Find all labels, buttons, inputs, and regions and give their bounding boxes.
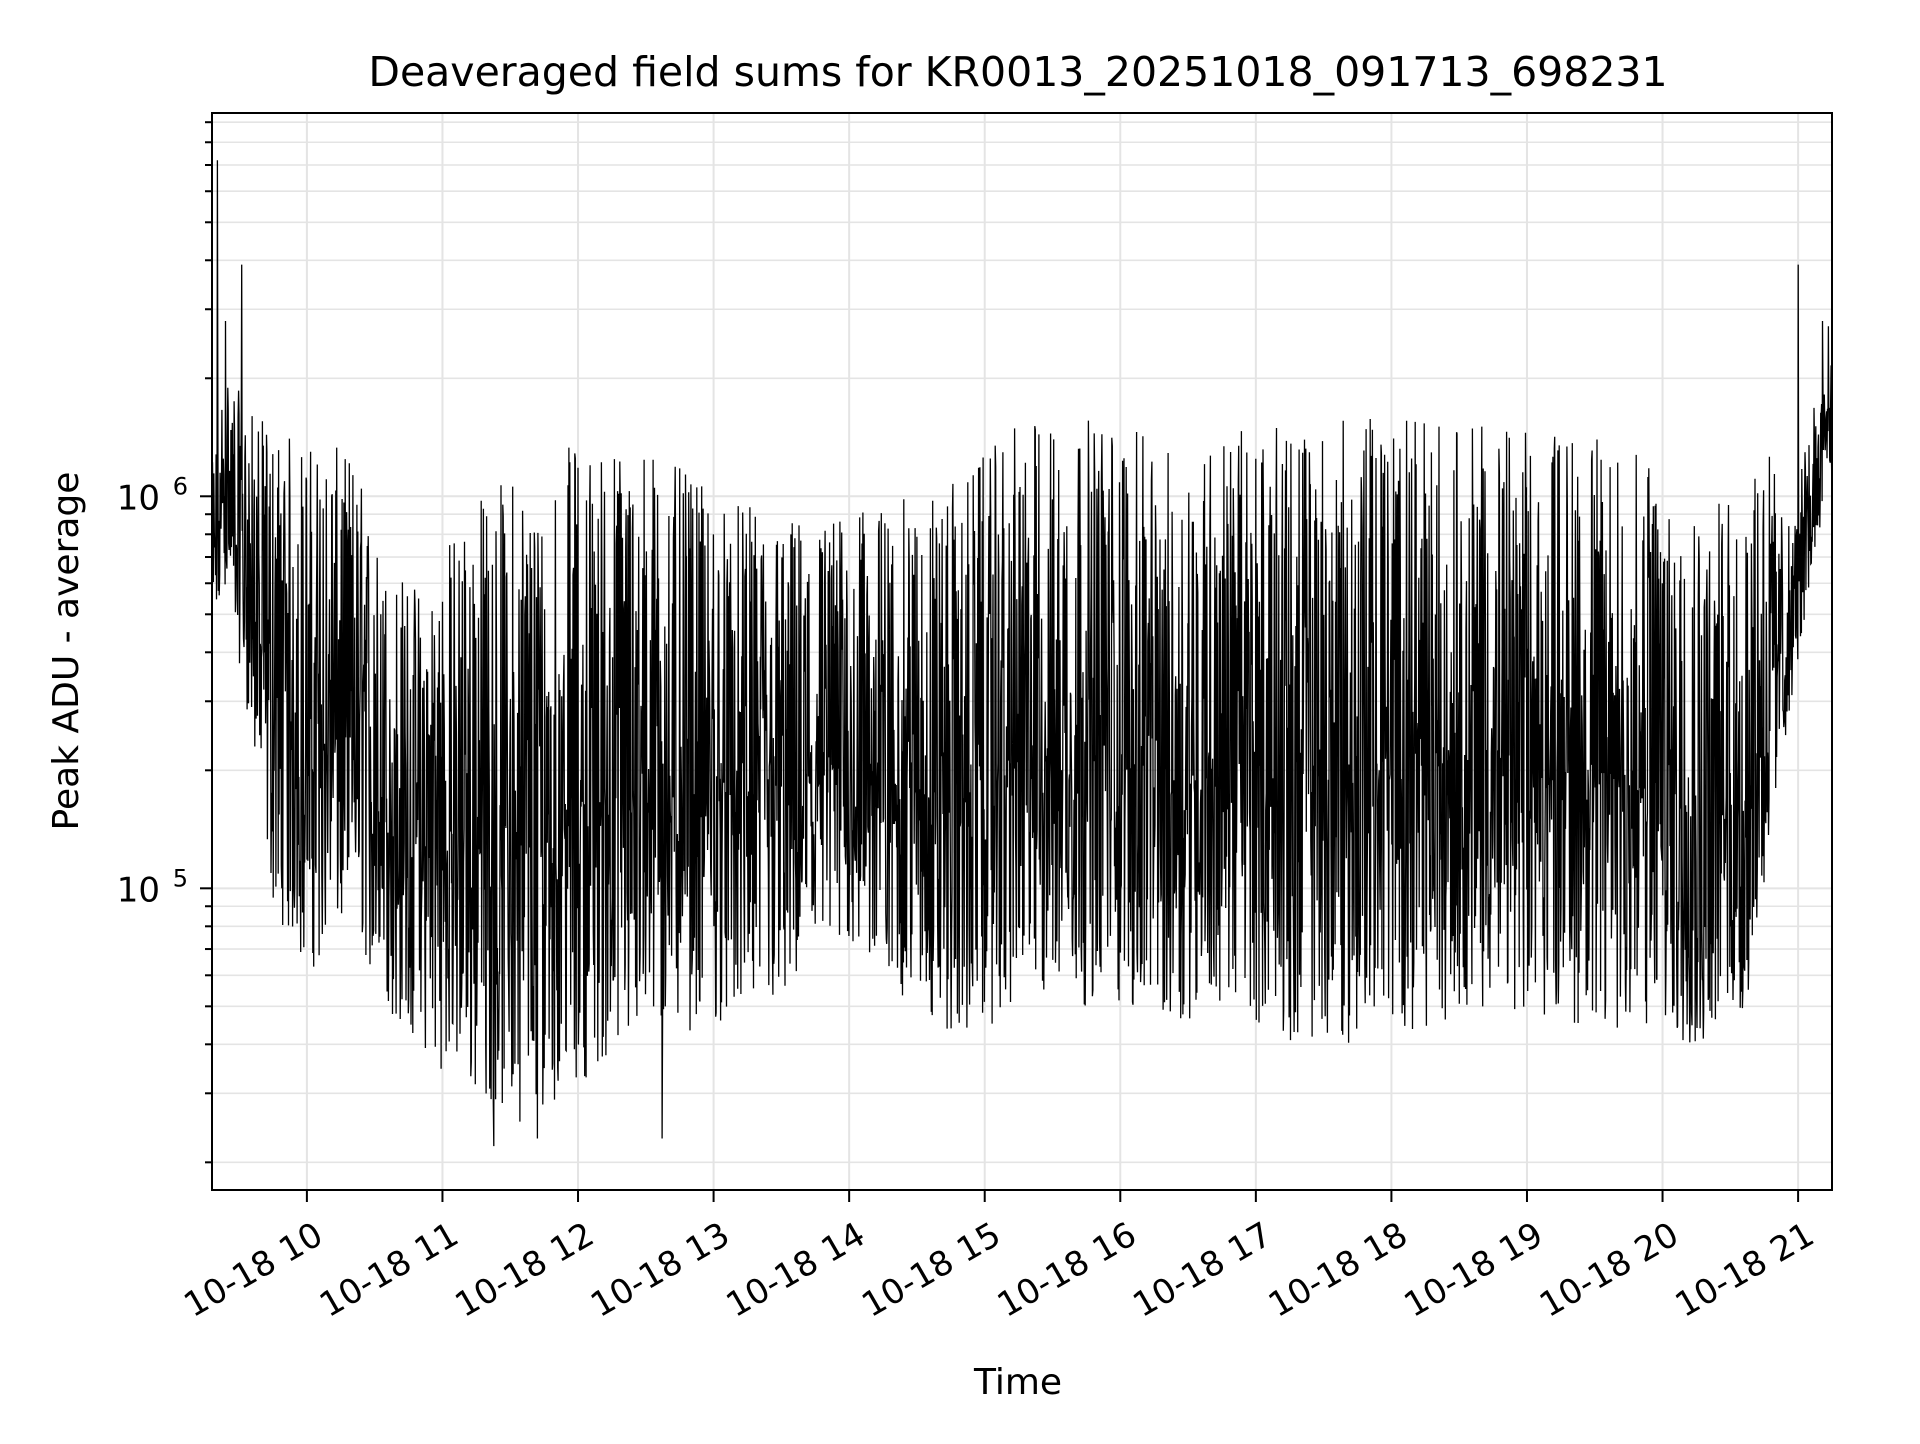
chart-title: Deaveraged field sums for KR0013_2025101… — [368, 48, 1667, 96]
y-tick-label-exponent: 5 — [173, 864, 188, 892]
y-tick-label: 10 — [117, 478, 160, 518]
series-layer — [211, 160, 1833, 1147]
y-tick-label-exponent: 6 — [173, 472, 188, 500]
y-tick-label: 10 — [117, 870, 160, 910]
y-axis-label: Peak ADU - average — [46, 472, 87, 831]
x-axis-label: Time — [973, 1362, 1062, 1403]
y-axis-ticks: 10 5 10 6 — [117, 121, 212, 1164]
series-line — [211, 160, 1833, 1147]
